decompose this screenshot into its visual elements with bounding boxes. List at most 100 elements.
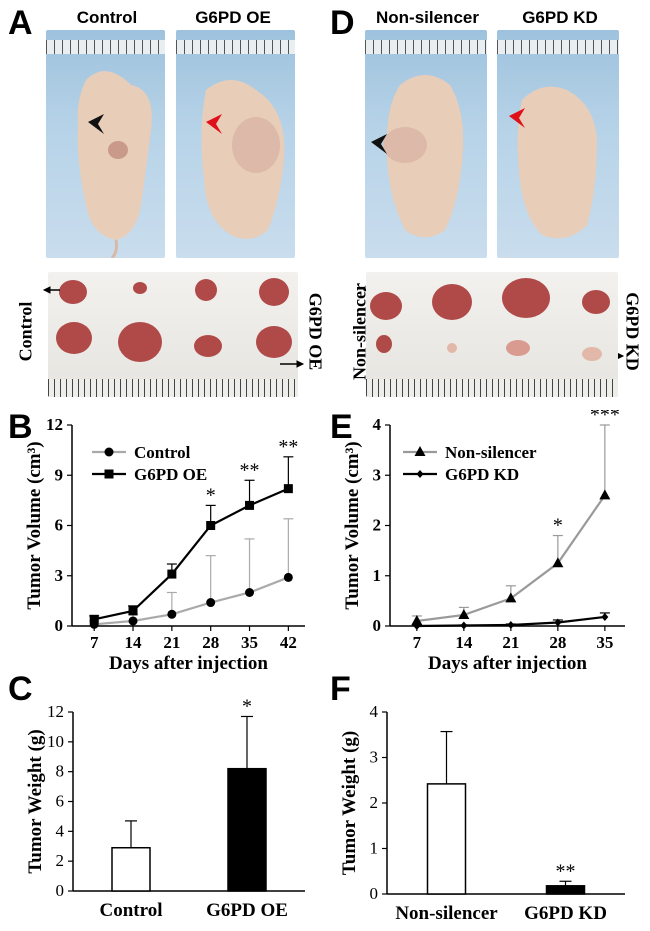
- mouse-silhouette: [201, 80, 285, 239]
- tray-label-non-silencer: Non-silencer: [349, 283, 370, 380]
- tray-label-g6pd-oe: G6PD OE: [305, 292, 326, 371]
- data-point: [245, 588, 255, 597]
- mouse-photo-control: [46, 30, 165, 258]
- y-tick-label: 0: [55, 616, 64, 635]
- y-axis-title: Tumor Weight (g): [339, 731, 360, 875]
- y-tick-label: 9: [55, 465, 64, 484]
- tray-label-g6pd-kd: G6PD KD: [622, 292, 643, 371]
- legend-label: G6PD KD: [445, 465, 519, 484]
- tumor-tray-d: [366, 272, 618, 397]
- arrowhead-red: [509, 108, 525, 128]
- arrowhead-black: [88, 114, 104, 134]
- y-tick-label: 12: [46, 415, 63, 434]
- significance-mark: *: [553, 515, 563, 537]
- data-point: [458, 608, 470, 619]
- mouse-silhouette: [517, 86, 597, 239]
- data-point: [206, 521, 216, 530]
- y-tick-label: 2: [56, 851, 65, 870]
- x-category-label: Control: [100, 900, 163, 921]
- data-point: [167, 609, 177, 619]
- data-point: [552, 557, 564, 568]
- mouse-silhouette: [383, 75, 464, 238]
- y-axis-title: Tumor Weight (g): [25, 729, 46, 873]
- data-point: [507, 620, 515, 629]
- panel-letter-f: F: [330, 670, 351, 708]
- chart-f-tumor-weight-kd: 0 1 2 3 4 Tumor Weight (g) Non-silencer G6PD KD…: [339, 702, 625, 924]
- y-tick-label: 10: [47, 732, 64, 751]
- arrowhead-black: [371, 134, 387, 154]
- x-category-label: Non-silencer: [395, 903, 498, 924]
- mouse-silhouette: [77, 71, 152, 258]
- chart-e-tumor-volume-kd: 0 1 2 3 4 7 14 21 28 35 Days after injection Tumor …: [342, 410, 625, 674]
- legend-label: Non-silencer: [445, 443, 537, 462]
- legend-marker: [414, 446, 426, 456]
- ruler: [46, 40, 165, 54]
- chart-b-tumor-volume-oe: 0 3 6 9 12 7 14 21 28 35 42 Days after injection Tum…: [24, 415, 305, 674]
- significance-mark: **: [278, 436, 298, 458]
- significance-mark: **: [556, 860, 576, 882]
- bar: [426, 783, 467, 895]
- data-point: [460, 621, 468, 630]
- data-point: [411, 614, 423, 625]
- excised-tumors: [56, 278, 292, 362]
- data-point: [505, 592, 517, 603]
- y-tick-label: 2: [370, 793, 379, 812]
- data-point: [601, 612, 609, 621]
- data-point: [89, 614, 99, 624]
- y-tick-label: 0: [373, 616, 382, 635]
- arrowhead-red: [206, 114, 222, 134]
- legend-marker: [104, 447, 114, 457]
- photo-title-g6pd-kd: G6PD KD: [522, 8, 598, 27]
- x-tick-label: 7: [413, 633, 422, 652]
- y-tick-label: 8: [56, 762, 65, 781]
- series-line: [93, 487, 289, 621]
- legend-label: Control: [134, 443, 191, 462]
- significance-mark: *: [242, 695, 252, 717]
- photo-title-non-silencer: Non-silencer: [376, 8, 479, 27]
- panel-letter-b: B: [8, 408, 33, 446]
- legend-marker: [104, 469, 114, 479]
- y-tick-label: 1: [370, 839, 379, 858]
- x-tick-label: 14: [125, 633, 143, 652]
- x-tick-label: 35: [241, 633, 258, 652]
- x-tick-label: 14: [455, 633, 473, 652]
- y-tick-label: 3: [370, 748, 379, 767]
- data-point: [554, 618, 562, 627]
- legend-label: G6PD OE: [134, 465, 207, 484]
- y-tick-label: 6: [56, 792, 65, 811]
- bar: [227, 767, 267, 892]
- panel-letter-a: A: [8, 4, 33, 42]
- x-tick-label: 21: [163, 633, 180, 652]
- y-tick-label: 3: [55, 566, 64, 585]
- photo-title-control: Control: [76, 8, 138, 27]
- y-tick-label: 0: [370, 884, 379, 903]
- mouse-photo-g6pd-kd: [497, 30, 619, 258]
- y-tick-label: 2: [373, 516, 382, 535]
- data-point: [206, 598, 216, 608]
- tumor-tray-a: [48, 272, 298, 397]
- data-point: [128, 616, 138, 626]
- x-axis-title: Days after injection: [428, 653, 587, 674]
- significance-mark: *: [206, 484, 216, 506]
- y-tick-label: 1: [373, 566, 382, 585]
- y-tick-label: 3: [373, 465, 382, 484]
- panel-letter-c: C: [8, 670, 33, 708]
- y-tick-label: 0: [56, 881, 65, 900]
- x-tick-label: 21: [502, 633, 519, 652]
- mouse-photo-non-silencer: [365, 30, 487, 258]
- photo-title-g6pd-oe: G6PD OE: [195, 8, 271, 27]
- x-tick-label: 28: [549, 633, 566, 652]
- data-point: [413, 622, 421, 630]
- x-tick-label: 28: [202, 633, 219, 652]
- bar: [545, 885, 586, 895]
- x-axis-title: Days after injection: [109, 653, 268, 674]
- y-axis-title: Tumor Volume (cm³): [24, 441, 45, 609]
- excised-tumors: [370, 278, 610, 361]
- y-axis-title: Tumor Volume (cm³): [342, 441, 363, 609]
- panel-letter-d: D: [330, 4, 355, 42]
- data-point: [128, 606, 138, 616]
- x-category-label: G6PD OE: [206, 900, 288, 921]
- tray-label-control: Control: [15, 301, 36, 362]
- series-line: [94, 576, 289, 626]
